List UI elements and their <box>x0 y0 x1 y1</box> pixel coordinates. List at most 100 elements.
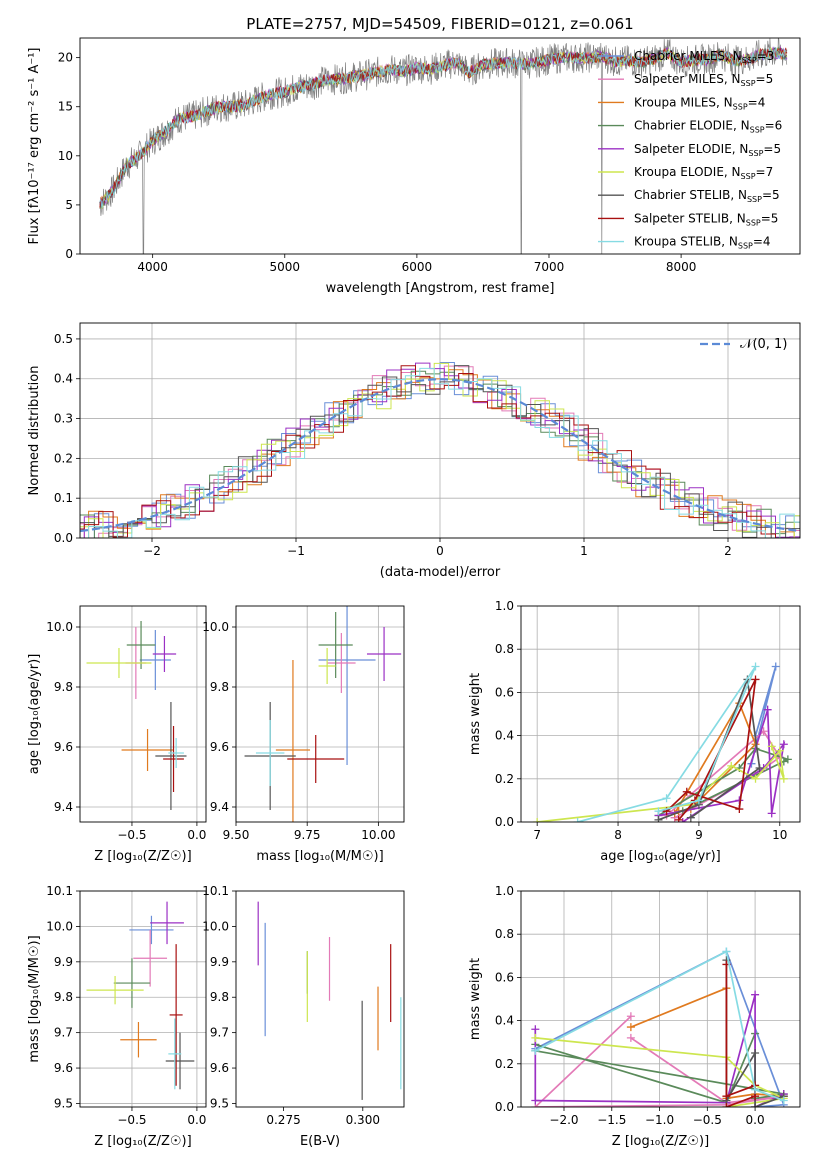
x-tick-label: −0.5 <box>117 1113 146 1127</box>
y-tick-label: 9.6 <box>210 740 229 754</box>
y-tick-label: 10.0 <box>46 620 73 634</box>
x-tick-label: 9.50 <box>223 828 250 842</box>
y-axis-label: mass [log₁₀(M/M☉)] <box>27 935 42 1062</box>
x-axis-label: mass [log₁₀(M/M☉)] <box>256 849 383 864</box>
weight-vs-age-panel: 7 8 9 10 0.0 0.2 0.4 0.6 0.8 1.0 age [log₁₀(age/yr… <box>468 599 801 864</box>
point-marker <box>682 787 691 796</box>
y-tick-label: 15 <box>58 100 73 114</box>
point-marker <box>626 1033 635 1042</box>
y-tick-label: 10.0 <box>202 919 229 933</box>
point-marker <box>626 1023 635 1032</box>
y-tick-label: 10.1 <box>202 884 229 898</box>
point-marker <box>767 809 776 818</box>
y-tick-label: 0.0 <box>495 1100 514 1114</box>
point-marker <box>751 990 760 999</box>
point-marker <box>751 1103 760 1107</box>
x-axis-label: E(B-V) <box>300 1134 340 1149</box>
y-tick-label: 10.1 <box>46 884 73 898</box>
plot-frame <box>520 890 801 1108</box>
y-tick-label: 0.2 <box>495 1057 514 1071</box>
y-tick-label: 0.8 <box>495 642 514 656</box>
x-axis-label: Z [log₁₀(Z/Z☉)] <box>94 849 191 864</box>
y-tick-label: 9.9 <box>210 955 229 969</box>
y-tick-label: 9.6 <box>210 1061 229 1075</box>
x-tick-label: 10 <box>772 828 787 842</box>
point-marker <box>735 805 744 814</box>
residual-histograms <box>80 362 800 538</box>
y-tick-label: 0.2 <box>54 451 73 465</box>
plot-frame <box>520 605 801 823</box>
x-tick-label: 1 <box>580 544 588 558</box>
point-marker <box>531 1046 540 1055</box>
y-axis-label: age [log₁₀(age/yr)] <box>27 654 42 775</box>
point-marker <box>727 761 736 770</box>
y-axis-label: mass weight <box>468 958 483 1040</box>
y-tick-label: 9.4 <box>54 800 73 814</box>
x-tick-label: 8000 <box>666 260 697 274</box>
y-tick-label: 10 <box>58 149 73 163</box>
point-marker <box>722 1092 731 1101</box>
point-marker <box>654 815 663 822</box>
plot-frame <box>79 37 801 255</box>
x-tick-label: 0 <box>436 544 444 558</box>
y-tick-label: 9.8 <box>210 990 229 1004</box>
age-vs-Z-points <box>86 621 187 810</box>
legend-entry: Kroupa MILES, NSSP=4 <box>634 95 765 111</box>
y-tick-label: 9.6 <box>54 1061 73 1075</box>
mass-vs-Z-panel: −0.5 0.0 9.5 9.6 9.7 9.8 9.9 10.0 10.1 Z [log₁₀(Z… <box>27 884 206 1149</box>
point-marker <box>694 796 703 805</box>
point-marker <box>751 662 760 671</box>
y-tick-label: 9.8 <box>54 990 73 1004</box>
weight-vs-Z-series <box>531 947 788 1107</box>
x-tick-label: −1 <box>287 544 305 558</box>
x-tick-label: −0.5 <box>693 1113 722 1127</box>
y-tick-label: 1.0 <box>495 884 514 898</box>
mass-vs-ebv-panel: 0.275 0.300 9.5 9.6 9.7 9.8 9.9 10.0 10.1 E(B-V) <box>202 884 405 1149</box>
legend-entry: Kroupa ELODIE, NSSP=7 <box>634 165 773 181</box>
figure-title: PLATE=2757, MJD=54509, FIBERID=0121, z=0… <box>246 15 633 33</box>
y-tick-label: 0.4 <box>495 1014 514 1028</box>
x-tick-label: 9 <box>695 828 703 842</box>
y-tick-label: 0.0 <box>495 815 514 829</box>
spectrum-curves <box>99 38 788 254</box>
point-marker <box>751 1085 760 1094</box>
point-marker <box>779 1096 788 1105</box>
x-axis-label: Z [log₁₀(Z/Z☉)] <box>612 1134 709 1149</box>
x-tick-label: 0.0 <box>187 828 206 842</box>
x-tick-label: −2.0 <box>549 1113 578 1127</box>
y-tick-label: 9.5 <box>210 1096 229 1110</box>
point-marker <box>771 662 780 671</box>
legend-entry: Salpeter ELODIE, NSSP=5 <box>634 142 781 158</box>
series-line-9 <box>534 950 785 1102</box>
y-tick-label: 0.1 <box>54 491 73 505</box>
model-fit-line-9 <box>99 47 787 209</box>
legend-entry: Salpeter MILES, NSSP=5 <box>634 72 773 88</box>
y-tick-label: 0 <box>65 247 73 261</box>
histogram-step-8 <box>80 365 800 538</box>
point-marker <box>755 764 764 772</box>
weight-vs-Z-panel: −2.0 −1.5 −1.0 −0.5 0.0 0.0 0.2 0.4 0.6 0.8 1.0 Z [… <box>468 884 801 1149</box>
y-axis-label: Normed distribution <box>27 366 42 496</box>
point-marker <box>573 818 582 822</box>
y-tick-label: 9.8 <box>54 680 73 694</box>
y-tick-label: 9.9 <box>54 955 73 969</box>
x-tick-label: −1.0 <box>645 1113 674 1127</box>
y-tick-label: 5 <box>65 198 73 212</box>
point-marker <box>531 1033 540 1042</box>
point-marker <box>763 705 772 714</box>
x-tick-label: −2 <box>143 544 161 558</box>
legend-entry: 𝒩(0, 1) <box>740 337 787 352</box>
x-tick-label: 6000 <box>402 260 433 274</box>
y-tick-label: 0.0 <box>54 531 73 545</box>
plot-frame <box>235 605 405 823</box>
x-tick-label: 2 <box>724 544 732 558</box>
y-tick-label: 0.4 <box>54 372 73 386</box>
series-line-8 <box>666 679 757 821</box>
x-tick-label: 10.00 <box>361 828 395 842</box>
x-tick-label: 0.0 <box>746 1113 765 1127</box>
legend-entry: Chabrier ELODIE, NSSP=6 <box>634 119 782 135</box>
age-vs-mass-points <box>244 606 402 822</box>
weight-vs-age-series <box>533 662 792 822</box>
point-marker <box>722 1103 731 1107</box>
